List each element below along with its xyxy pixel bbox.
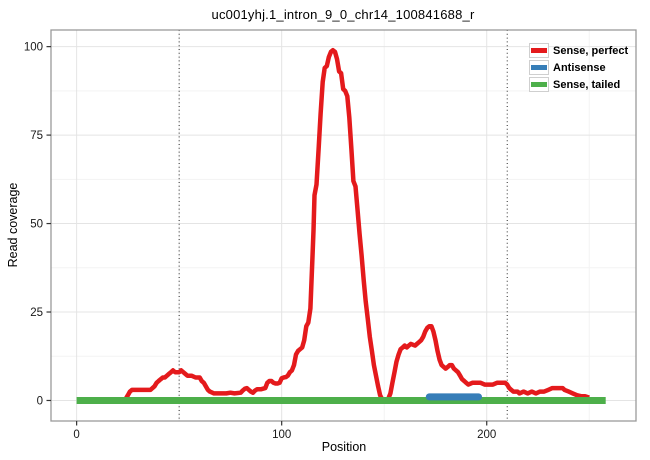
legend-entry-sense-tailed: Sense, tailed bbox=[529, 77, 628, 92]
y-tick-label: 100 bbox=[24, 42, 43, 54]
legend-key-antisense bbox=[529, 60, 549, 75]
legend-color-swatch bbox=[531, 82, 547, 87]
legend-color-swatch bbox=[531, 65, 547, 70]
legend-label: Sense, perfect bbox=[553, 44, 629, 57]
y-tick-label: 25 bbox=[30, 307, 43, 319]
x-tick-label: 100 bbox=[272, 429, 291, 441]
legend: Sense, perfect Antisense Sense, tailed bbox=[529, 43, 628, 92]
y-tick-label: 0 bbox=[37, 395, 43, 407]
legend-key-sense-perfect bbox=[529, 43, 549, 58]
x-tick-label: 0 bbox=[73, 429, 79, 441]
series-sense-perfect-line bbox=[122, 47, 590, 403]
y-tick-label: 75 bbox=[30, 130, 43, 142]
legend-label: Antisense bbox=[553, 61, 606, 74]
legend-color-swatch bbox=[531, 48, 547, 53]
legend-label: Sense, tailed bbox=[553, 78, 621, 91]
legend-key-sense-tailed bbox=[529, 77, 549, 92]
chart-title: uc001yhj.1_intron_9_0_chr14_100841688_r bbox=[211, 7, 475, 22]
legend-entry-antisense: Antisense bbox=[529, 60, 628, 75]
panel-border bbox=[50, 29, 637, 422]
x-tick-label: 200 bbox=[477, 429, 496, 441]
y-tick-label: 50 bbox=[30, 219, 43, 231]
legend-entry-sense-perfect: Sense, perfect bbox=[529, 43, 628, 58]
x-axis-title: Position bbox=[321, 440, 367, 454]
